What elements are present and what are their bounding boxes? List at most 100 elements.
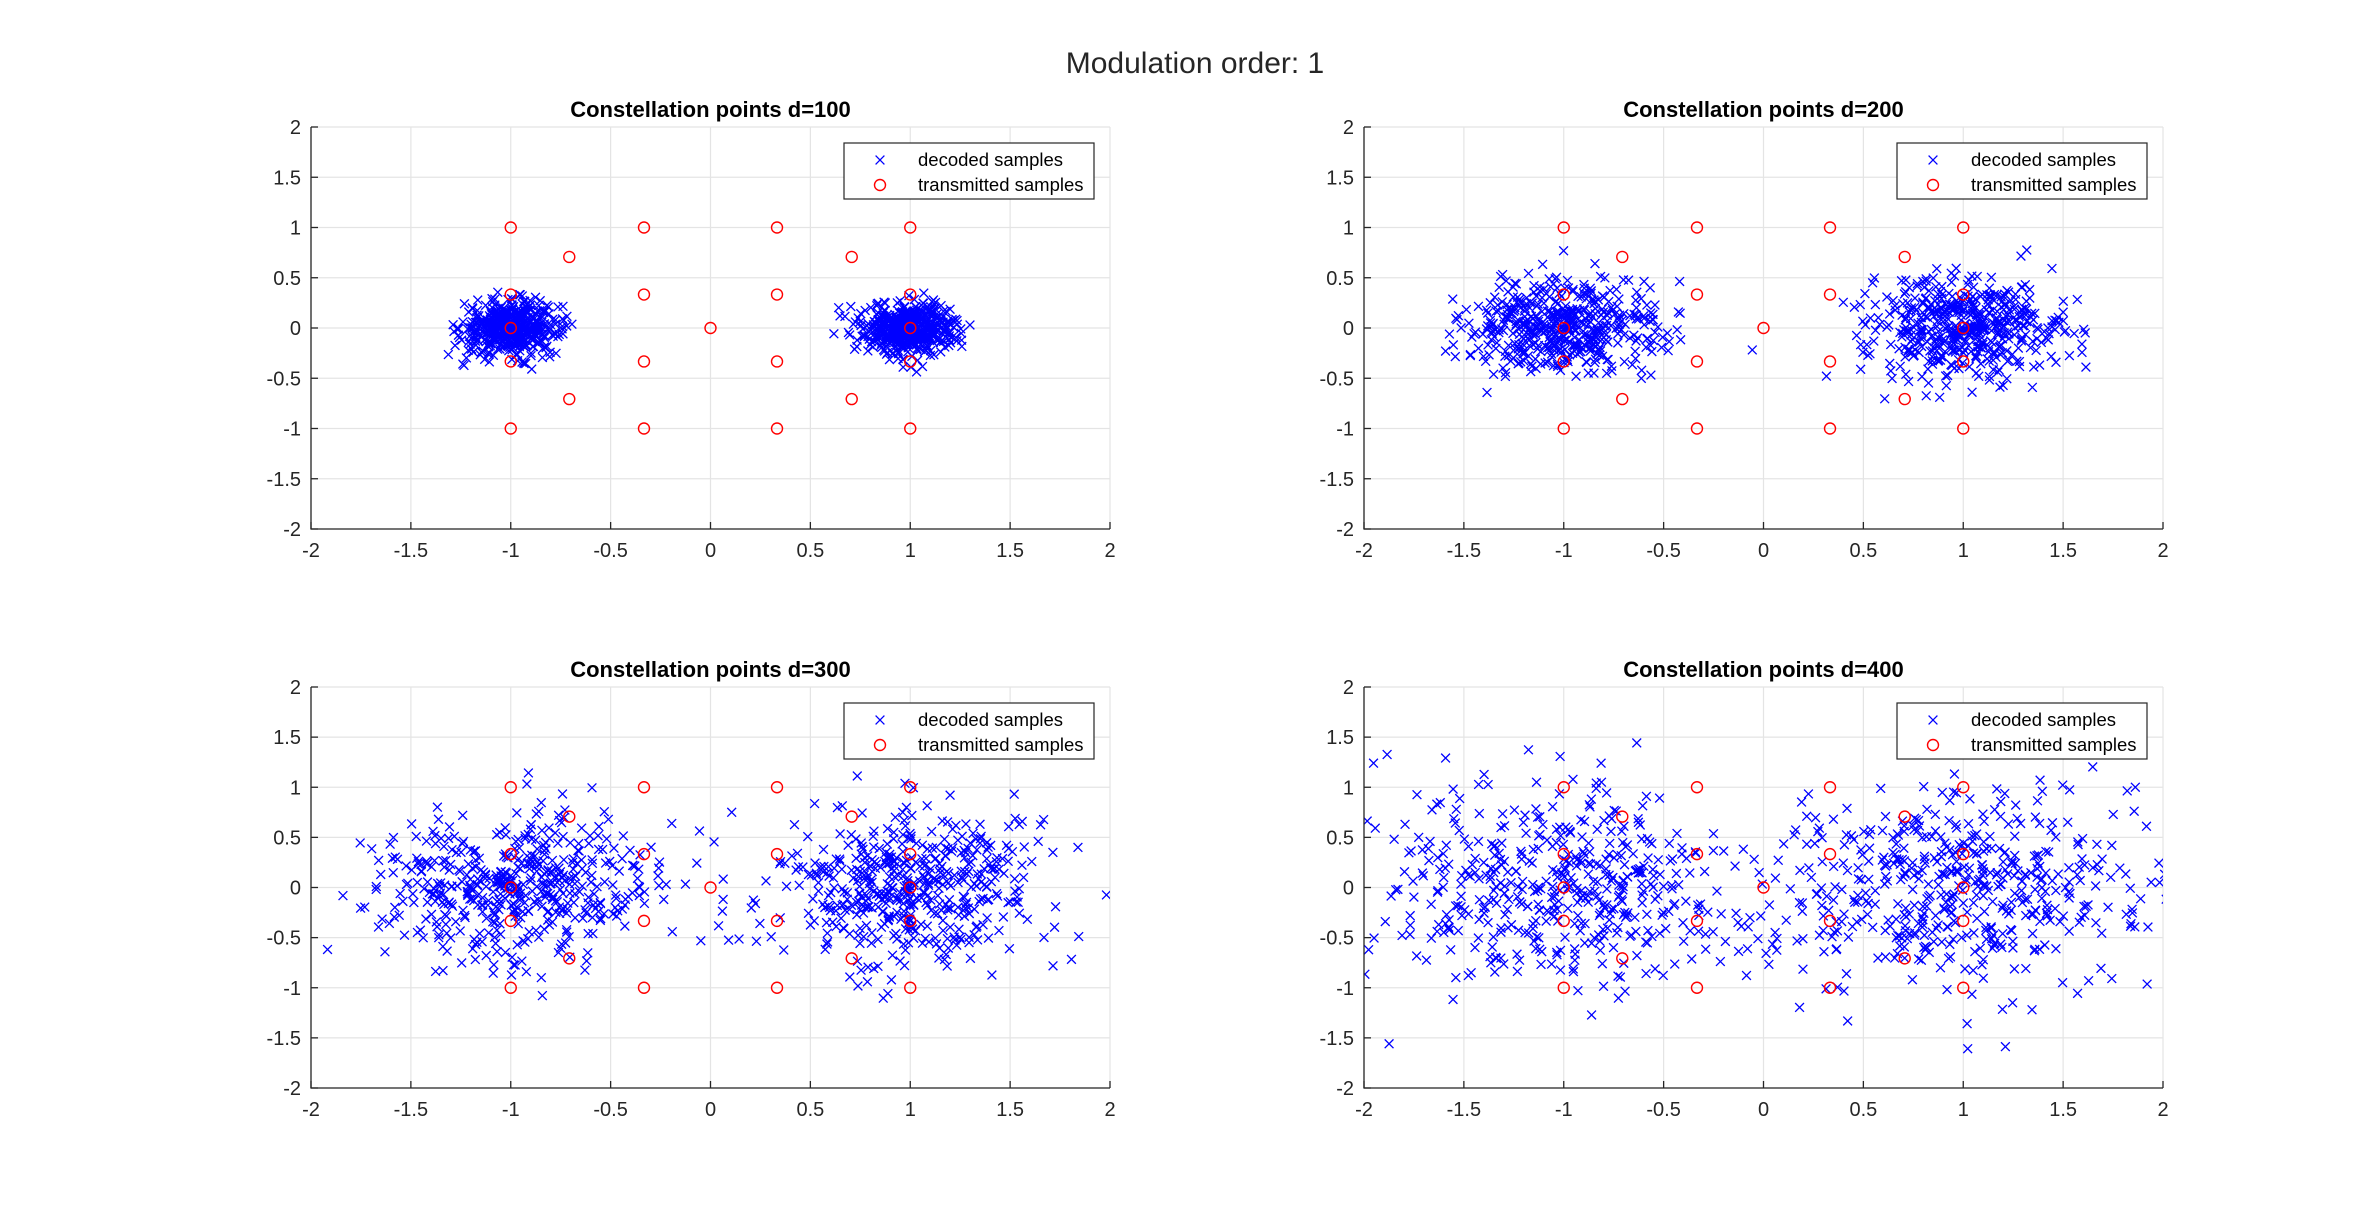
decoded-sample-point [1629, 912, 1640, 923]
decoded-sample-point [654, 857, 665, 867]
y-tick-label: -2 [1336, 1078, 1354, 1100]
decoded-sample-point [1444, 925, 1455, 935]
decoded-sample-point [2016, 885, 2027, 896]
transmitted-sample-point [563, 952, 576, 965]
decoded-sample-point [1633, 813, 1643, 824]
legend-decoded-marker [875, 155, 885, 165]
decoded-sample-point [1409, 892, 1419, 902]
decoded-sample-point [1890, 305, 1901, 316]
decoded-sample-point [1615, 972, 1626, 982]
subplot-2: -2 -1.5 -1 -0.5 0 0.5 1 1.5 221.510.50-0.5-1-1.5… [1320, 97, 2169, 562]
decoded-sample-point [1918, 914, 1928, 925]
decoded-sample-point [892, 298, 903, 308]
decoded-sample-point [1999, 788, 2010, 799]
decoded-sample-point [1520, 303, 1530, 313]
decoded-sample-point [1664, 838, 1675, 849]
decoded-sample-point [1478, 329, 1488, 339]
decoded-sample-point [1960, 335, 1971, 345]
decoded-sample-point [1646, 370, 1656, 380]
decoded-sample-point [1907, 974, 1918, 985]
decoded-sample-point [1962, 279, 1973, 290]
decoded-sample-point [958, 891, 969, 902]
decoded-sample-point [1953, 881, 1964, 891]
x-tick-label: 1.5 [2049, 1099, 2077, 1121]
transmitted-sample-point [1557, 981, 1570, 994]
decoded-sample-point [746, 903, 757, 913]
decoded-sample-point [1463, 841, 1474, 852]
decoded-sample-point [1524, 316, 1535, 327]
decoded-sample-point [1944, 845, 1955, 855]
transmitted-sample-point [1557, 355, 1570, 368]
decoded-sample-point [975, 833, 986, 844]
decoded-sample-point [595, 913, 606, 924]
decoded-sample-point [1870, 325, 1881, 336]
transmitted-sample-point [637, 221, 651, 234]
decoded-sample-point [1474, 894, 1485, 905]
legend-decoded-label: decoded samples [918, 709, 1063, 730]
decoded-sample-point [2103, 902, 2113, 913]
decoded-sample-point [487, 917, 498, 927]
decoded-sample-point [1534, 944, 1545, 955]
decoded-sample-point [1887, 373, 1897, 384]
decoded-sample-point [968, 828, 978, 839]
decoded-sample-point [461, 869, 472, 880]
decoded-sample-point [1500, 351, 1510, 362]
decoded-sample-point [1917, 832, 1927, 843]
decoded-sample-point [550, 907, 561, 918]
decoded-sample-point [1571, 371, 1581, 382]
decoded-sample-point [1828, 895, 1839, 905]
decoded-sample-point [855, 938, 865, 949]
decoded-sample-point [488, 886, 499, 897]
decoded-sample-point [761, 876, 771, 886]
decoded-sample-point [1869, 273, 1880, 283]
x-tick-label: -1.5 [1447, 1099, 1481, 1121]
transmitted-sample-point [845, 810, 858, 823]
decoded-sample-point [518, 935, 528, 946]
decoded-sample-point [1499, 820, 1510, 831]
decoded-sample-point [1944, 892, 1955, 902]
transmitted-sample-point [1557, 847, 1570, 861]
decoded-sample-point [1490, 840, 1500, 851]
decoded-sample-point [1992, 289, 2002, 300]
decoded-sample-point [2096, 963, 2106, 974]
decoded-sample-point [512, 939, 523, 950]
decoded-sample-point [1923, 879, 1934, 889]
decoded-sample-point [1590, 308, 1601, 319]
decoded-sample-point [853, 981, 863, 991]
decoded-sample-point [811, 868, 822, 879]
decoded-sample-point [1618, 876, 1628, 886]
decoded-sample-point [1855, 364, 1866, 375]
transmitted-sample-point [1823, 981, 1837, 994]
decoded-sample-point [1411, 951, 1422, 961]
decoded-sample-point [1448, 994, 1458, 1005]
decoded-sample-point [1567, 348, 1578, 359]
decoded-sample-point [1885, 339, 1896, 350]
decoded-sample-point [1613, 971, 1623, 981]
decoded-sample-point [1018, 872, 1029, 883]
decoded-sample-point [570, 871, 581, 881]
decoded-sample-point [868, 842, 879, 852]
transmitted-sample-point [1616, 392, 1629, 406]
decoded-sample-point [1818, 911, 1829, 921]
decoded-sample-point [2028, 362, 2039, 372]
x-tick-label: -1 [1555, 1099, 1573, 1121]
decoded-sample-point [1461, 865, 1471, 876]
decoded-sample-point [547, 855, 558, 866]
decoded-sample-point [694, 826, 705, 836]
decoded-sample-point [446, 881, 457, 892]
decoded-sample-point [836, 913, 846, 924]
decoded-sample-point [1611, 323, 1622, 334]
decoded-sample-point [1590, 258, 1600, 269]
decoded-sample-point [440, 909, 450, 920]
decoded-sample-point [1958, 898, 1969, 908]
decoded-sample-point [1617, 837, 1628, 848]
decoded-sample-point [472, 335, 483, 346]
decoded-sample-point [1555, 751, 1565, 762]
decoded-sample-point [2114, 863, 2125, 873]
x-tick-label: 0 [1758, 1099, 1769, 1121]
x-tick-label: 0.5 [1849, 540, 1877, 562]
decoded-sample-point [927, 317, 938, 328]
decoded-sample-point [1935, 962, 1946, 973]
decoded-sample-point [963, 866, 974, 877]
decoded-sample-point [1368, 758, 1379, 769]
